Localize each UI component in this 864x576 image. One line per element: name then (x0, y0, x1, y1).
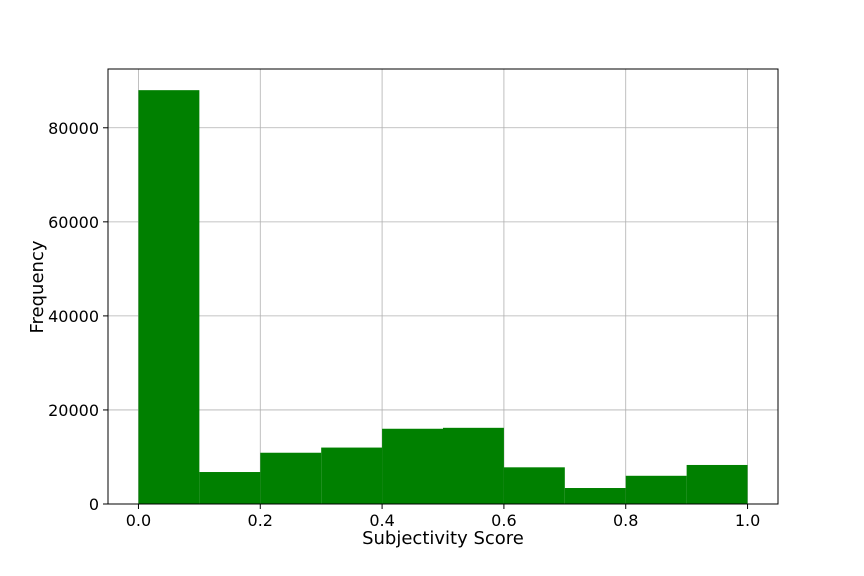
x-tick-label-1: 0.2 (248, 511, 273, 530)
y-tick-label-2: 40000 (48, 307, 99, 326)
histogram-bar-6 (503, 467, 565, 504)
histogram-bar-7 (564, 488, 626, 504)
histogram-bar-0 (138, 90, 200, 504)
x-tick-label-3: 0.6 (491, 511, 516, 530)
histogram-bar-8 (625, 475, 687, 504)
y-axis-label: Frequency (27, 240, 48, 333)
histogram-bar-5 (443, 427, 504, 504)
y-tick-label-3: 60000 (48, 213, 99, 232)
bars (138, 90, 748, 504)
histogram-bar-9 (686, 464, 748, 504)
x-tick-label-0: 0.0 (126, 511, 151, 530)
histogram-bar-4 (382, 428, 443, 504)
histogram-bar-1 (199, 472, 261, 504)
plot-frame (107, 68, 779, 505)
x-axis-label: Subjectivity Score (362, 528, 524, 549)
x-tick-label-2: 0.4 (369, 511, 394, 530)
y-ticks: 0 20000 40000 60000 80000 (48, 119, 108, 514)
histogram-bar-3 (321, 447, 383, 504)
x-ticks: 0.0 0.2 0.4 0.6 0.8 1.0 (126, 504, 760, 530)
x-tick-label-5: 1.0 (735, 511, 760, 530)
x-tick-label-4: 0.8 (613, 511, 638, 530)
histogram-bar-2 (260, 452, 322, 504)
y-tick-label-4: 80000 (48, 119, 99, 138)
y-tick-label-0: 0 (89, 495, 99, 514)
y-tick-label-1: 20000 (48, 401, 99, 420)
